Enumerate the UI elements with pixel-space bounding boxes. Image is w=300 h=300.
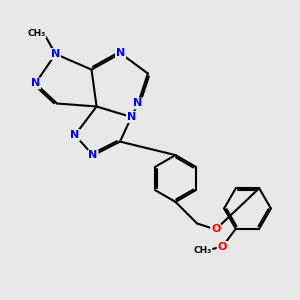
Text: O: O <box>218 242 227 252</box>
Text: N: N <box>127 112 136 122</box>
Text: N: N <box>116 48 125 59</box>
Text: CH₃: CH₃ <box>194 246 212 255</box>
Text: CH₃: CH₃ <box>28 28 46 38</box>
Text: N: N <box>88 150 98 161</box>
Text: N: N <box>51 49 60 59</box>
Text: O: O <box>211 224 220 235</box>
Text: N: N <box>134 98 142 109</box>
Text: N: N <box>31 78 40 88</box>
Text: N: N <box>70 130 80 140</box>
